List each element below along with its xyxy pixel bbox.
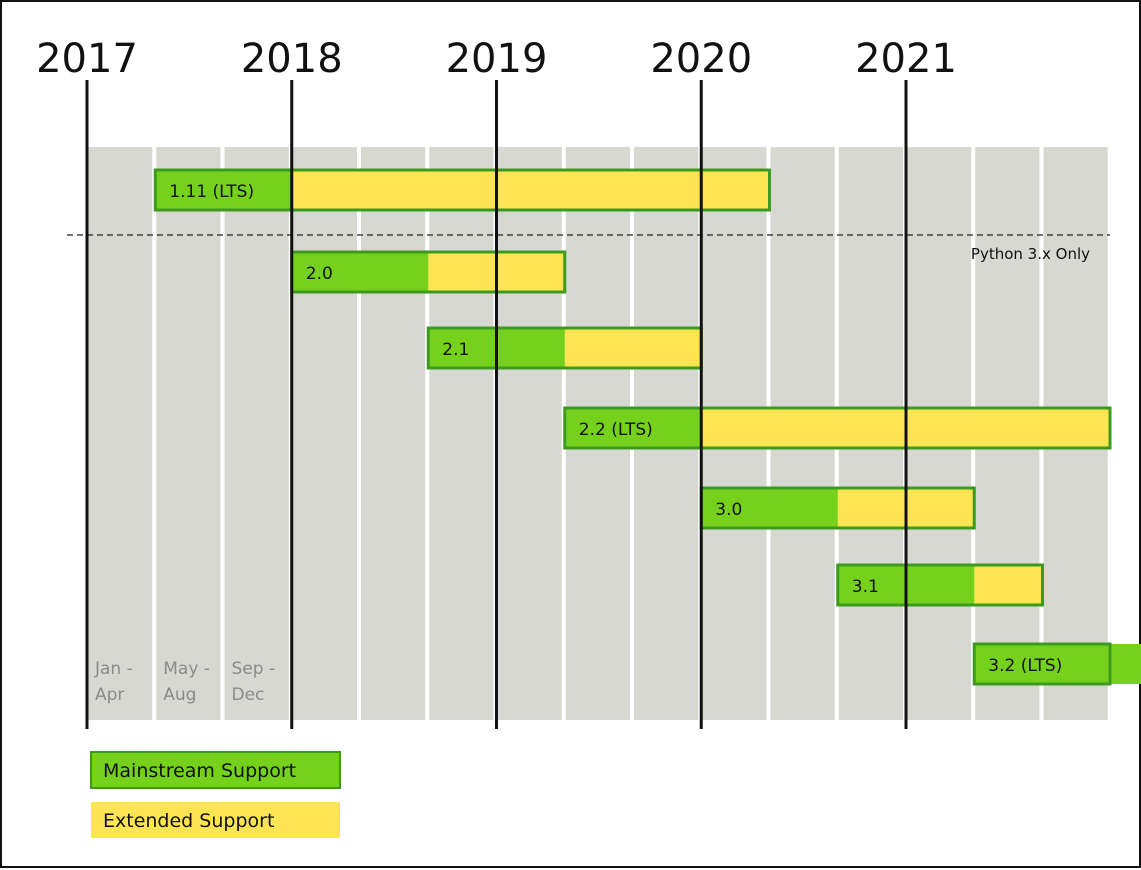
legend-label-extended: Extended Support bbox=[103, 810, 274, 832]
release-bar-outline bbox=[836, 563, 1044, 607]
release-label: 3.1 bbox=[852, 577, 879, 597]
mainstream-support-bar bbox=[291, 252, 429, 292]
legend-swatch-mainstream bbox=[90, 751, 341, 789]
period-label-line1: May - bbox=[163, 659, 210, 679]
period-column bbox=[292, 147, 357, 720]
year-label: 2020 bbox=[650, 36, 752, 82]
year-label: 2018 bbox=[241, 36, 343, 82]
python3-only-note: Python 3.x Only bbox=[971, 245, 1090, 263]
year-label: 2021 bbox=[855, 36, 957, 82]
year-label: 2017 bbox=[36, 36, 138, 82]
mainstream-support-bar bbox=[155, 170, 292, 210]
mainstream-support-bar bbox=[974, 644, 1141, 684]
period-label-line1: Sep - bbox=[232, 659, 276, 679]
release-label: 1.11 (LTS) bbox=[169, 182, 254, 202]
release-bar-outline bbox=[972, 642, 1112, 686]
period-column bbox=[224, 147, 289, 720]
legend-swatch-extended bbox=[91, 802, 340, 838]
release-bar-outline bbox=[153, 168, 771, 212]
release-label: 2.2 (LTS) bbox=[579, 420, 653, 440]
period-column bbox=[156, 147, 221, 720]
release-bar-outline bbox=[563, 406, 1112, 450]
release-label: 2.0 bbox=[306, 264, 333, 284]
year-label: 2019 bbox=[446, 36, 548, 82]
period-column bbox=[88, 147, 153, 720]
release-label: 2.1 bbox=[442, 340, 469, 360]
legend-label-mainstream: Mainstream Support bbox=[103, 760, 296, 782]
release-label: 3.2 (LTS) bbox=[988, 656, 1062, 676]
period-column bbox=[361, 147, 426, 720]
period-label-line1: Jan - bbox=[94, 659, 133, 679]
release-label: 3.0 bbox=[715, 500, 742, 520]
mainstream-support-bar bbox=[564, 408, 702, 448]
period-column bbox=[497, 147, 562, 720]
mainstream-support-bar bbox=[701, 488, 838, 528]
period-label-line2: Aug bbox=[163, 685, 196, 705]
period-label-line2: Dec bbox=[232, 685, 265, 705]
period-label-line2: Apr bbox=[95, 685, 124, 705]
period-column bbox=[429, 147, 494, 720]
